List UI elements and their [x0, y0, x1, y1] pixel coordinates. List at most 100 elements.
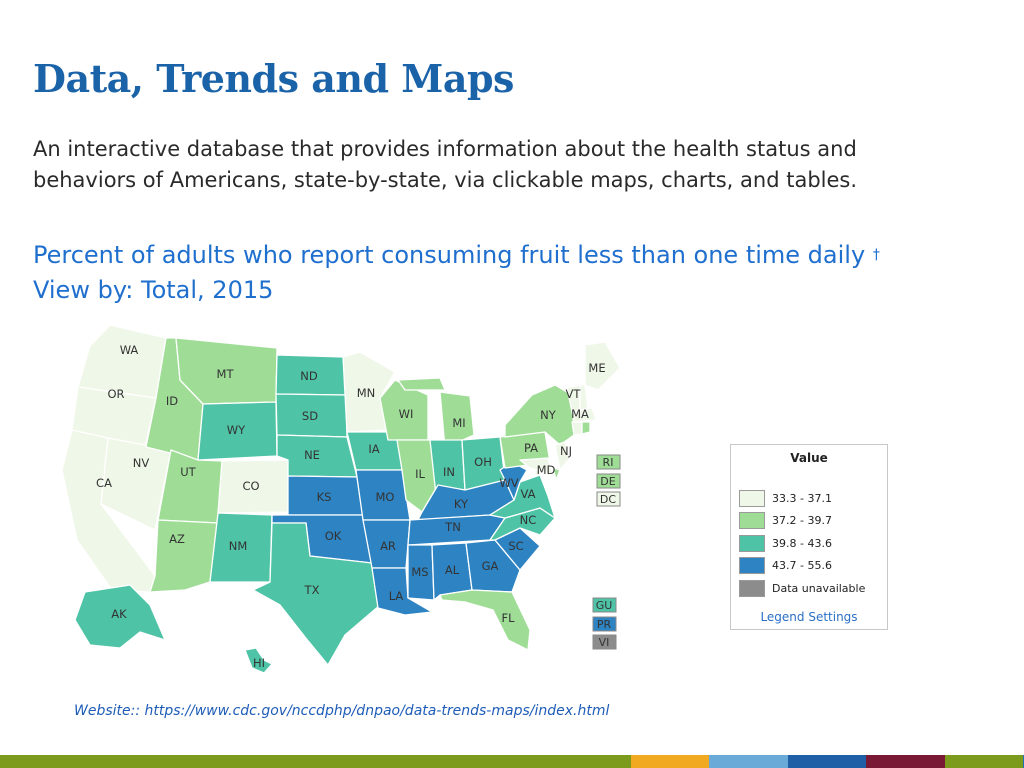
- label-IL: IL: [415, 467, 425, 481]
- label-KY: KY: [454, 497, 469, 511]
- territory-PR-box[interactable]: [592, 616, 617, 632]
- label-SC: SC: [508, 539, 523, 553]
- state-LA[interactable]: [371, 567, 433, 616]
- label-OR: OR: [107, 387, 124, 401]
- label-OK: OK: [325, 529, 342, 543]
- label-NC: NC: [520, 513, 537, 527]
- legend-list: 33.3 - 37.1 37.2 - 39.7 39.8 - 43.6 43.7…: [731, 487, 887, 600]
- label-OH: OH: [474, 455, 492, 469]
- state-HI[interactable]: [244, 647, 273, 674]
- territory-boxes: RI DE DC GU PR VI: [592, 454, 621, 650]
- label-ND: ND: [300, 369, 318, 383]
- legend-swatch: [739, 512, 765, 530]
- territory-RI-box[interactable]: [596, 454, 621, 470]
- state-WI[interactable]: [379, 379, 429, 441]
- page-title: Data, Trends and Maps: [33, 56, 514, 101]
- label-KS: KS: [317, 490, 332, 504]
- legend-label: 33.3 - 37.1: [772, 491, 832, 505]
- map-subtitle-line2: View by: Total, 2015: [33, 276, 274, 304]
- state-AK[interactable]: [74, 584, 166, 649]
- label-CA: CA: [96, 476, 112, 490]
- label-ME: ME: [588, 361, 605, 375]
- label-WA: WA: [120, 343, 139, 357]
- state-FL[interactable]: [439, 589, 531, 651]
- legend-item: 33.3 - 37.1: [731, 487, 887, 510]
- territory-RI-label: RI: [603, 456, 614, 469]
- bottom-color-bar: [0, 755, 1024, 768]
- label-ID: ID: [166, 394, 178, 408]
- label-WV: WV: [499, 476, 518, 490]
- label-AK: AK: [111, 607, 127, 621]
- legend-swatch: [739, 489, 765, 507]
- label-AZ: AZ: [169, 532, 185, 546]
- state-CT[interactable]: [571, 421, 583, 436]
- legend-item: 39.8 - 43.6: [731, 532, 887, 555]
- label-UT: UT: [180, 465, 196, 479]
- legend-settings-link[interactable]: Legend Settings: [760, 610, 858, 624]
- state-AZ[interactable]: [149, 519, 219, 593]
- state-NJ[interactable]: [554, 441, 571, 471]
- legend-item: 43.7 - 55.6: [731, 555, 887, 578]
- bottom-bar-segment: [788, 755, 866, 768]
- bottom-bar-segment: [945, 755, 1023, 768]
- label-TN: TN: [444, 520, 461, 534]
- label-IN: IN: [443, 465, 455, 479]
- state-DE[interactable]: [552, 467, 561, 481]
- map-legend: Value 33.3 - 37.1 37.2 - 39.7 39.8 - 43.…: [730, 444, 888, 630]
- label-AR: AR: [380, 539, 396, 553]
- label-MN: MN: [357, 386, 376, 400]
- label-MD: MD: [537, 463, 556, 477]
- label-CO: CO: [242, 479, 259, 493]
- legend-swatch: [739, 557, 765, 575]
- territory-DE-label: DE: [600, 475, 615, 488]
- territory-DC-label: DC: [600, 493, 616, 506]
- bottom-bar-segment: [0, 755, 631, 768]
- intro-text: An interactive database that provides in…: [33, 137, 858, 192]
- legend-label: Data unavailable: [772, 581, 866, 595]
- state-MI[interactable]: [397, 377, 475, 449]
- state-MD[interactable]: [519, 457, 554, 476]
- state-ME[interactable]: [584, 341, 621, 391]
- legend-label: 43.7 - 55.6: [772, 559, 832, 573]
- label-MO: MO: [376, 490, 395, 504]
- territory-GU-box[interactable]: [592, 597, 617, 613]
- label-MA: MA: [571, 407, 589, 421]
- legend-title: Value: [790, 451, 828, 465]
- label-NJ: NJ: [560, 444, 572, 458]
- map-subtitle-line1: Percent of adults who report consuming f…: [33, 241, 866, 269]
- label-WI: WI: [399, 407, 414, 421]
- website-citation: Website:: https://www.cdc.gov/nccdphp/dn…: [74, 703, 610, 719]
- dagger-footnote-mark: †: [872, 247, 880, 263]
- state-TX[interactable]: [252, 522, 387, 666]
- label-LA: LA: [389, 589, 404, 603]
- label-VA: VA: [521, 487, 536, 501]
- label-IA: IA: [368, 442, 379, 456]
- legend-item: 37.2 - 39.7: [731, 510, 887, 533]
- state-MA[interactable]: [571, 407, 597, 423]
- label-VT: VT: [566, 387, 582, 401]
- label-HI: HI: [253, 656, 265, 670]
- label-NE: NE: [304, 448, 320, 462]
- legend-swatch: [739, 534, 765, 552]
- label-TX: TX: [304, 583, 320, 597]
- label-MT: MT: [217, 367, 235, 381]
- label-PA: PA: [524, 441, 538, 455]
- territory-DE-box[interactable]: [596, 473, 621, 489]
- bottom-bar-segment: [709, 755, 788, 768]
- label-MI: MI: [452, 416, 465, 430]
- label-WY: WY: [227, 423, 246, 437]
- map-subtitle: Percent of adults who report consuming f…: [33, 238, 933, 308]
- territory-GU-label: GU: [596, 599, 613, 612]
- label-FL: FL: [501, 611, 515, 625]
- legend-item: Data unavailable: [731, 577, 887, 600]
- state-DC[interactable]: [534, 469, 541, 476]
- territory-DC-box[interactable]: [596, 491, 621, 507]
- us-choropleth-map: WA OR CA NV ID MT WY UT CO AZ NM ND SD N…: [61, 324, 621, 674]
- label-SD: SD: [302, 409, 318, 423]
- label-GA: GA: [482, 559, 499, 573]
- bottom-bar-segment: [631, 755, 709, 768]
- state-RI[interactable]: [581, 421, 591, 435]
- label-AL: AL: [445, 563, 460, 577]
- territory-VI-box[interactable]: [592, 634, 617, 650]
- legend-swatch: [739, 579, 765, 597]
